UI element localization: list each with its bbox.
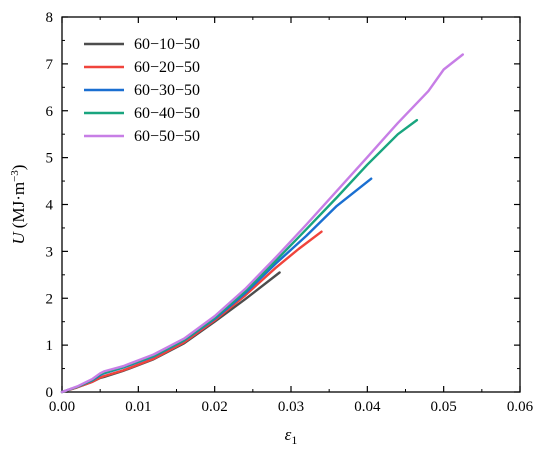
y-tick-label: 1 [46,338,54,354]
x-axis-title-main: ε [285,425,292,444]
x-tick-label: 0.02 [202,399,228,415]
plot-frame [61,16,521,393]
legend: 60−10−50 60−20−50 60−30−50 60−40−50 60−50−50 [84,36,200,145]
series-line-5 [60,53,464,394]
y-axis-title-unit: (MJ·m [9,182,28,228]
x-tick-label: 0.06 [507,399,534,415]
y-tick-label: 6 [46,104,54,120]
x-tick-label: 0.05 [431,399,457,415]
legend-label-4: 60−40−50 [134,105,200,122]
legend-label-5: 60−50−50 [134,128,200,145]
legend-label-1: 60−10−50 [134,36,200,53]
x-axis-title: ε1 [285,425,298,447]
y-tick-label: 0 [46,385,54,401]
y-tick-label: 3 [46,244,54,260]
legend-label-2: 60−20−50 [134,59,200,76]
axes: 0.00 0.01 0.02 0.03 0.04 0.05 0.06 0 1 2 3 4 5 6 7 8 [46,10,534,415]
legend-label-3: 60−30−50 [134,82,200,99]
y-tick-label: 8 [46,10,54,26]
x-tick-label: 0.00 [49,399,75,415]
y-axis-title-unit-sup: −3 [9,170,21,182]
x-axis-title-sub: 1 [291,433,297,447]
series-layer [60,53,464,394]
y-tick-label: 7 [46,57,54,73]
y-tick-label: 5 [46,151,54,167]
y-axis-title-unit-close: ) [9,165,28,171]
x-tick-label: 0.01 [125,399,151,415]
y-axis-title-main: U [9,230,28,244]
series-line-2 [60,230,323,394]
x-tick-label: 0.03 [278,399,304,415]
y-tick-label: 4 [46,198,54,214]
y-axis-title: U (MJ·m−3) [9,165,28,245]
x-tick-label: 0.04 [354,399,381,415]
y-tick-label: 2 [46,291,54,307]
